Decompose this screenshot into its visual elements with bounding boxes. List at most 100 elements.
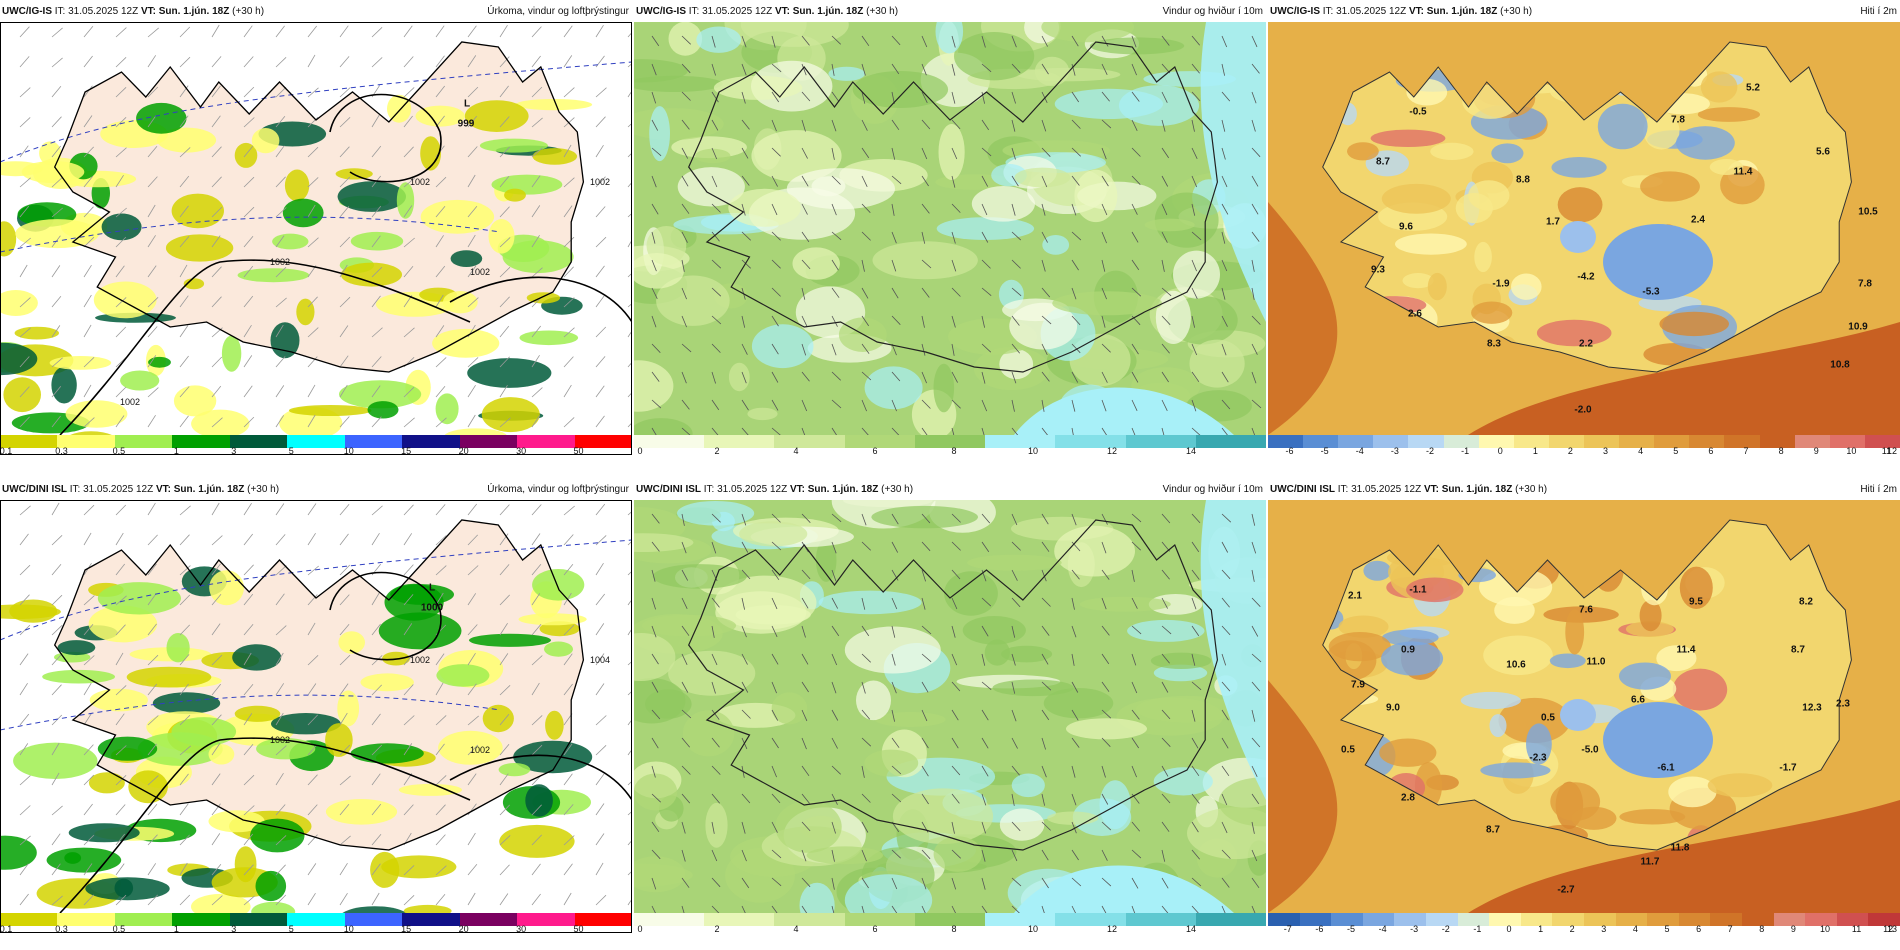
glacier-cold-area: [1603, 702, 1713, 778]
colorbar-swatch: [172, 913, 231, 926]
wind-barb: [595, 653, 605, 666]
wind-speed-area: [1154, 192, 1219, 248]
wind-barb: [403, 533, 413, 546]
colorbar-tick-label: 14: [1185, 446, 1197, 456]
wind-barb: [83, 744, 94, 756]
wind-arrow: [1221, 765, 1230, 777]
wind-arrow: [1161, 315, 1171, 326]
temperature-label: 11.0: [1586, 656, 1606, 668]
wind-barb: [179, 415, 189, 428]
wind-speed-area: [933, 363, 955, 413]
wind-speed-area: [874, 712, 946, 727]
wind-arrow: [1251, 371, 1257, 384]
wind-barb: [563, 863, 573, 876]
precip-area: [93, 281, 157, 319]
wind-arrow: [801, 905, 808, 913]
colorbar-swatch: [634, 435, 705, 448]
wind-arrow: [1191, 259, 1197, 272]
wind-arrow: [651, 793, 661, 803]
wind-arrow: [771, 315, 779, 327]
wind-barb: [563, 624, 575, 636]
colorbar-swatch: [0, 913, 58, 926]
wind-arrow: [1041, 709, 1050, 721]
wind-speed-area: [1153, 664, 1208, 682]
wind-barb: [211, 803, 221, 816]
wind-arrow: [801, 625, 806, 638]
wind-barb: [499, 266, 511, 278]
wind-barb: [243, 895, 255, 906]
wind-arrow: [1011, 569, 1018, 581]
wind-barb: [467, 265, 477, 278]
wind-barb: [19, 893, 29, 906]
temp-area: [1551, 157, 1607, 178]
wind-barb: [403, 205, 413, 218]
wind-arrow: [741, 203, 746, 216]
temperature-label: 8.3: [1487, 338, 1501, 350]
wind-barb: [435, 804, 446, 816]
temp-area: [1619, 662, 1671, 690]
wind-arrow: [981, 681, 992, 691]
wind-arrow: [651, 877, 657, 890]
wind-barb: [531, 504, 542, 516]
colorbar: 0.1 0.3 0.5 1 3 5 10 15 20 30 50: [0, 435, 633, 456]
wind-barb: [83, 85, 93, 98]
precip-area: [367, 401, 399, 419]
wind-arrow: [1251, 653, 1262, 663]
wind-arrow: [861, 371, 872, 381]
wind-arrow: [861, 849, 867, 862]
temp-area: [1498, 697, 1571, 744]
temp-area: [1460, 691, 1521, 710]
temp-area: [1494, 596, 1535, 624]
wind-barb: [19, 145, 29, 158]
precip-area: [166, 633, 190, 663]
wind-arrow: [921, 541, 931, 552]
wind-barb: [371, 235, 381, 248]
colorbar-swatch: [1678, 913, 1711, 926]
wind-barb: [115, 863, 125, 876]
wind-arrow: [1041, 119, 1047, 132]
wind-barb: [179, 325, 189, 338]
wind-arrow: [891, 315, 901, 325]
wind-barb: [595, 87, 607, 98]
wind-barb: [275, 712, 284, 726]
wind-barb: [563, 773, 573, 786]
colorbar-swatch: [1836, 913, 1869, 926]
precip-area: [232, 644, 282, 671]
wind-barb: [627, 660, 632, 666]
wind-arrow: [681, 877, 690, 888]
wind-barb: [435, 55, 445, 68]
precip-area: [481, 397, 540, 433]
wind-barb: [563, 534, 574, 546]
wind-arrow: [1131, 877, 1139, 889]
wind-arrow: [1191, 905, 1199, 913]
wind-barb: [147, 326, 158, 338]
precip-area: [396, 182, 415, 219]
wind-arrow: [771, 709, 779, 721]
wind-arrow: [1221, 625, 1231, 636]
wind-barb: [243, 206, 255, 218]
wind-barb: [627, 181, 632, 188]
wind-barb: [531, 834, 542, 846]
wind-arrow: [1251, 203, 1259, 215]
wind-speed-area: [984, 639, 1010, 666]
wind-barb: [563, 505, 575, 516]
wind-arrow: [1071, 35, 1079, 47]
wind-arrow: [951, 315, 956, 328]
wind-barb: [307, 204, 316, 218]
precip-area: [49, 356, 112, 370]
wind-arrow: [1251, 597, 1261, 607]
wind-arrow: [831, 399, 842, 409]
wind-barb: [499, 893, 509, 906]
temp-area: [1381, 183, 1451, 214]
wind-arrow: [1041, 541, 1050, 552]
precip-area: [339, 380, 422, 409]
colorbar-swatch: [704, 435, 775, 448]
temperature-label: 10.6: [1506, 659, 1526, 671]
wind-arrow: [1251, 427, 1256, 435]
wind-arrow: [711, 371, 716, 384]
wind-arrow: [1191, 597, 1197, 610]
wind-arrow: [1191, 793, 1200, 804]
wind-arrow: [711, 597, 720, 608]
wind-arrow: [1161, 569, 1170, 580]
wind-arrow: [681, 259, 685, 272]
